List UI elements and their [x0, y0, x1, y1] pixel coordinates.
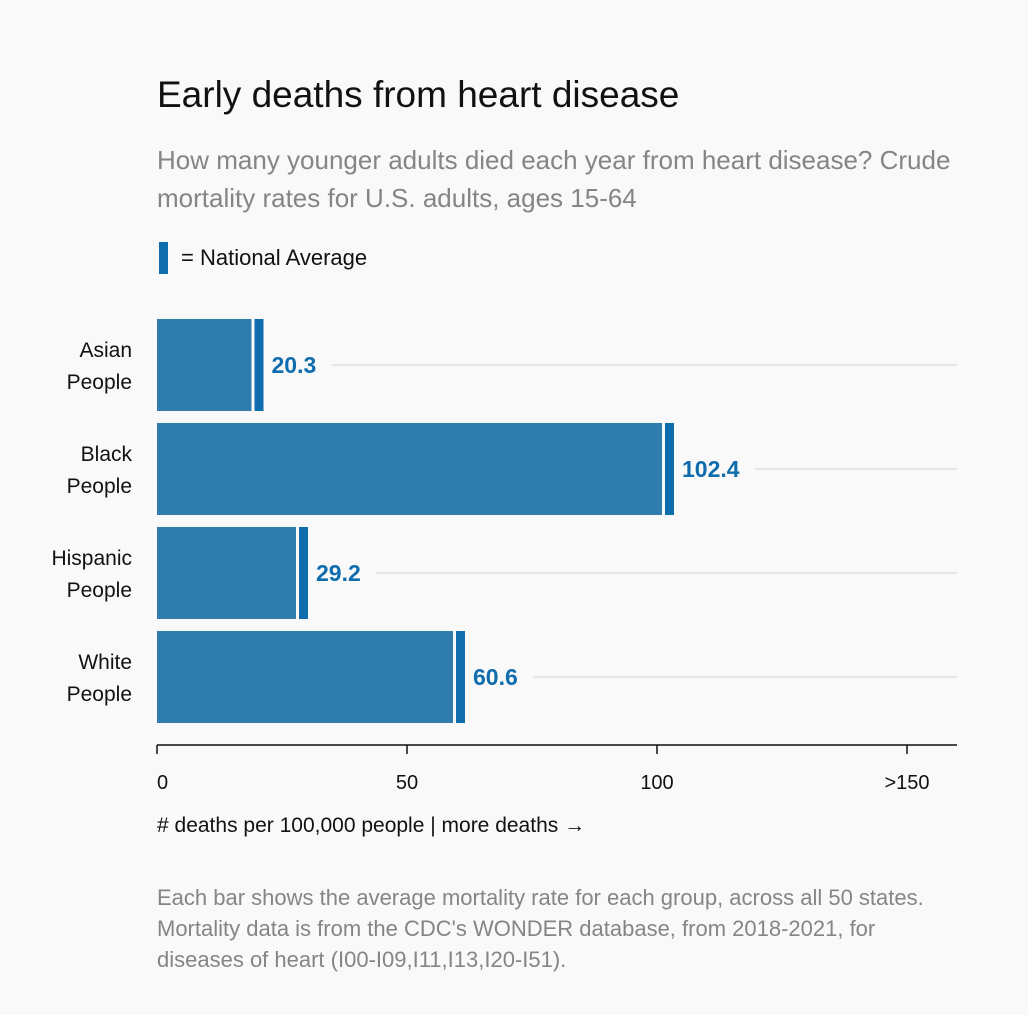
x-axis-label: # deaths per 100,000 people | more death…	[157, 814, 586, 837]
national-average-marker	[456, 631, 465, 723]
national-average-swatch	[159, 242, 168, 274]
x-tick-label: >150	[884, 772, 929, 794]
x-tick-label: 50	[396, 772, 418, 794]
category-label: Asian People	[67, 339, 132, 394]
chart-subtitle: How many younger adults died each year f…	[157, 145, 951, 213]
legend: = National Average	[159, 242, 367, 274]
national-average-marker	[299, 527, 308, 619]
bar	[157, 423, 662, 515]
footnote: Each bar shows the average mortality rat…	[157, 885, 924, 972]
national-average-marker	[254, 319, 264, 411]
value-label: 102.4	[682, 456, 740, 482]
bar	[157, 631, 453, 723]
value-label: 20.3	[272, 352, 317, 378]
legend-label: = National Average	[181, 245, 368, 270]
national-average-marker	[665, 423, 674, 515]
x-tick-label: 0	[157, 772, 168, 794]
value-label: 29.2	[316, 560, 361, 586]
category-label: Black People	[67, 443, 133, 498]
category-label: White People	[67, 651, 132, 706]
bar	[157, 527, 296, 619]
category-label: Hispanic People	[51, 547, 132, 602]
chart-title: Early deaths from heart disease	[157, 74, 680, 115]
value-label: 60.6	[473, 664, 518, 690]
x-tick-label: 100	[640, 772, 673, 794]
bar	[157, 319, 252, 411]
